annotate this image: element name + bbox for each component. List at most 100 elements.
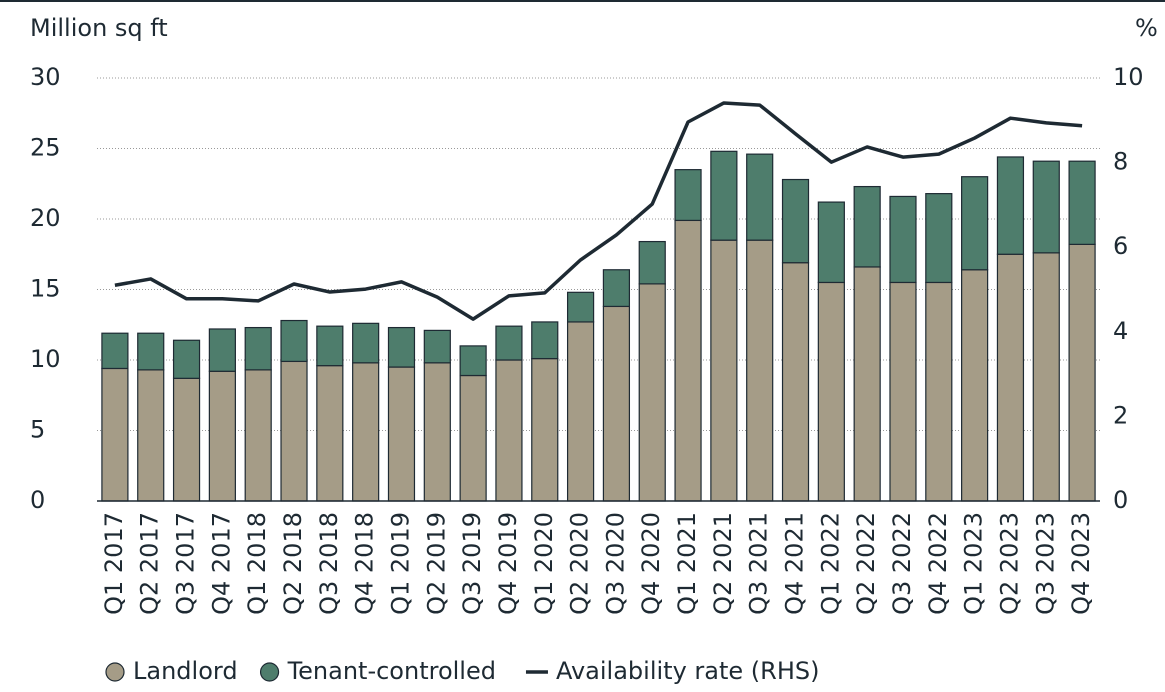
x-tick-label: Q4 2017 — [207, 512, 235, 615]
x-tick-label: Q1 2018 — [243, 512, 271, 615]
line — [114, 101, 1083, 321]
bar — [459, 374, 487, 502]
bar — [925, 193, 953, 284]
bar — [746, 153, 774, 241]
x-tick-label: Q3 2019 — [458, 512, 486, 615]
bar — [244, 326, 272, 371]
x-tick-label: Q1 2022 — [816, 512, 844, 615]
y-tick-label: 20 — [30, 204, 61, 232]
x-tick-label: Q2 2020 — [566, 512, 594, 615]
legend-swatch — [259, 662, 280, 682]
x-tick-label: Q4 2020 — [637, 512, 665, 615]
x-tick-label: Q3 2021 — [745, 512, 773, 615]
x-tick-label: Q2 2022 — [852, 512, 880, 615]
x-tick-label: Q1 2017 — [100, 512, 128, 615]
y-tick-label: 30 — [30, 63, 61, 91]
y2-tick-label: 10 — [1113, 63, 1144, 91]
bar — [495, 325, 523, 361]
x-tick-label: Q4 2019 — [494, 512, 522, 615]
bar — [316, 365, 344, 502]
x-tick-label: Q4 2022 — [924, 512, 952, 615]
bar — [208, 370, 236, 502]
bar — [817, 201, 845, 284]
bar — [1068, 243, 1096, 502]
bar — [638, 283, 666, 502]
bar — [853, 266, 881, 502]
y2-tick-label: 4 — [1113, 317, 1128, 345]
x-tick-label: Q3 2020 — [601, 512, 629, 615]
y2-axis-label: % — [1135, 14, 1158, 42]
y-tick-label: 5 — [30, 416, 45, 444]
x-tick-label: Q4 2021 — [781, 512, 809, 615]
bar — [137, 332, 165, 371]
bar — [781, 262, 810, 502]
x-tick-label: Q2 2021 — [709, 512, 737, 615]
bar — [817, 281, 845, 502]
x-tick-label: Q3 2018 — [315, 512, 343, 615]
legend-label: Landlord — [133, 657, 238, 685]
bar — [566, 291, 595, 323]
x-tick-label: Q3 2017 — [172, 512, 200, 615]
bar — [889, 281, 917, 502]
bar — [244, 369, 272, 502]
x-tick-label: Q2 2019 — [422, 512, 450, 615]
bar — [746, 239, 774, 502]
bar — [387, 366, 416, 502]
bar — [710, 150, 738, 241]
bar — [1032, 160, 1060, 254]
bar — [459, 345, 487, 377]
y-axis-label: Million sq ft — [30, 14, 168, 42]
bar — [566, 321, 595, 502]
bar — [961, 176, 989, 271]
bar — [996, 253, 1025, 502]
bar — [674, 169, 702, 222]
bar — [1068, 160, 1096, 245]
x-tick-label: Q1 2020 — [530, 512, 558, 615]
bar — [423, 329, 451, 364]
bar — [172, 377, 201, 502]
bar — [674, 219, 702, 502]
bar — [1032, 252, 1060, 502]
bar — [352, 362, 380, 502]
bar — [531, 321, 559, 360]
bar — [137, 369, 165, 502]
bar — [925, 281, 953, 502]
y2-tick-label: 8 — [1113, 148, 1128, 176]
bar — [280, 360, 308, 502]
bar — [423, 362, 451, 502]
bar — [352, 322, 380, 364]
bar — [961, 269, 989, 502]
bar — [781, 178, 810, 264]
bar — [638, 240, 666, 285]
x-tick-label: Q2 2023 — [995, 512, 1023, 615]
bar — [853, 185, 881, 268]
y2-tick-label: 0 — [1113, 486, 1128, 514]
legend-label: Tenant-controlled — [287, 657, 496, 685]
x-tick-label: Q1 2021 — [673, 512, 701, 615]
bar — [172, 339, 201, 379]
x-tick-label: Q3 2022 — [888, 512, 916, 615]
bar — [602, 305, 631, 502]
y2-tick-label: 6 — [1113, 232, 1128, 260]
x-tick-label: Q3 2023 — [1031, 512, 1059, 615]
bar — [602, 269, 631, 308]
y-tick-label: 10 — [30, 345, 61, 373]
y-tick-label: 0 — [30, 486, 45, 514]
bar — [889, 195, 917, 284]
bar — [101, 332, 129, 370]
x-tick-label: Q1 2023 — [960, 512, 988, 615]
bar — [495, 359, 523, 502]
x-tick-label: Q4 2023 — [1067, 512, 1095, 615]
x-tick-label: Q1 2019 — [386, 512, 414, 615]
legend-swatch — [105, 662, 125, 682]
y2-tick-label: 2 — [1113, 401, 1128, 429]
bar — [531, 357, 559, 502]
x-tick-label: Q4 2018 — [351, 512, 379, 615]
x-tick-label: Q2 2018 — [279, 512, 307, 615]
bar — [316, 325, 344, 367]
bar — [996, 156, 1025, 255]
x-tick-label: Q2 2017 — [136, 512, 164, 615]
y-tick-label: 25 — [30, 134, 61, 162]
bar — [280, 319, 308, 363]
